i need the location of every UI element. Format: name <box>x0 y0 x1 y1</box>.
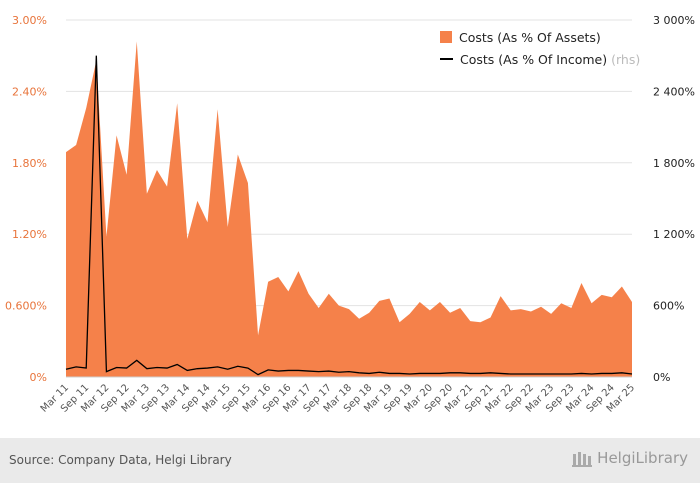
left-y-tick-label: 0.600% <box>5 300 47 313</box>
right-y-axis: 0% 600% 1 200% 1 800% 2 400% 3 000% <box>653 14 695 384</box>
source-note: Source: Company Data, Helgi Library <box>9 453 232 467</box>
legend-swatch-line <box>440 58 453 60</box>
brand-name: HelgiLibrary <box>597 449 688 467</box>
income-line-series <box>65 55 633 376</box>
right-y-tick-label: 0% <box>653 371 670 384</box>
right-y-tick-label: 1 800% <box>653 157 695 170</box>
income-line <box>65 55 633 376</box>
right-y-tick-label: 3 000% <box>653 14 695 27</box>
legend: Costs (As % Of Assets) Costs (As % Of In… <box>440 26 640 70</box>
library-logo-icon <box>572 452 593 467</box>
legend-rhs-note: (rhs) <box>611 51 641 67</box>
legend-label-assets: Costs (As % Of Assets) <box>459 29 601 45</box>
legend-item-income[interactable]: Costs (As % Of Income) (rhs) <box>440 48 640 70</box>
assets-area <box>66 41 632 378</box>
brand[interactable]: HelgiLibrary <box>571 448 688 468</box>
right-y-tick-label: 1 200% <box>653 228 695 241</box>
legend-swatch-area <box>440 31 452 43</box>
right-y-tick-label: 600% <box>653 300 684 313</box>
left-y-tick-label: 1.80% <box>12 157 47 170</box>
left-y-tick-label: 0% <box>30 371 47 384</box>
right-y-tick-label: 2 400% <box>653 85 695 98</box>
left-y-tick-label: 2.40% <box>12 85 47 98</box>
chart: 0% 0.600% 1.20% 1.80% 2.40% 3.00% 0% 600% 1 200… <box>5 14 695 415</box>
legend-label-income: Costs (As % Of Income) <box>460 51 608 67</box>
left-y-axis: 0% 0.600% 1.20% 1.80% 2.40% 3.00% <box>5 14 47 384</box>
legend-item-assets[interactable]: Costs (As % Of Assets) <box>440 26 640 48</box>
assets-area-series <box>66 41 632 378</box>
left-y-tick-label: 3.00% <box>12 14 47 27</box>
left-y-tick-label: 1.20% <box>12 228 47 241</box>
